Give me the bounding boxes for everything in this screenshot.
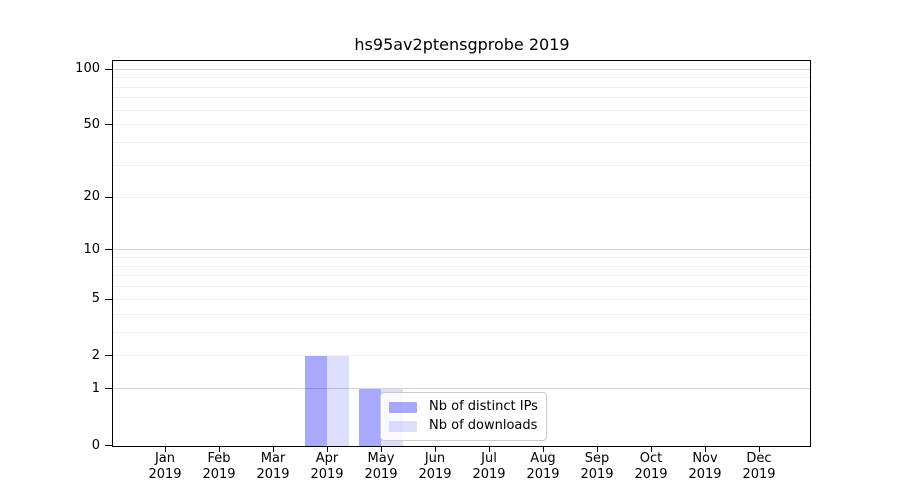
y-tick: [105, 298, 112, 300]
legend-label-distinct-ips: Nb of distinct IPs: [429, 399, 538, 414]
x-tick-label: Apr 2019: [310, 451, 344, 482]
x-tick: [759, 447, 760, 452]
chart-title: hs95av2ptensgprobe 2019: [354, 35, 570, 54]
x-tick-label: May 2019: [364, 451, 398, 482]
plot-area: [112, 60, 811, 447]
minor-gridline: [113, 286, 810, 288]
minor-gridline: [113, 275, 810, 277]
y-tick-label: 2: [91, 347, 100, 363]
minor-gridline: [113, 355, 810, 357]
legend-item-distinct-ips: Nb of distinct IPs: [389, 399, 538, 415]
bar-nb-of-downloads: [327, 355, 349, 446]
minor-gridline: [113, 77, 810, 78]
minor-gridline: [113, 86, 810, 88]
minor-gridline: [113, 164, 810, 166]
y-tick-label: 10: [83, 241, 100, 257]
y-tick: [105, 196, 112, 198]
x-tick: [435, 447, 436, 452]
x-tick: [705, 447, 706, 452]
x-tick-label: Jan 2019: [148, 451, 182, 482]
minor-gridline: [113, 298, 810, 300]
minor-gridline: [113, 124, 810, 126]
y-tick-label: 0: [91, 437, 100, 453]
x-tick: [543, 447, 544, 452]
x-tick: [327, 447, 328, 452]
legend-swatch-downloads: [389, 420, 417, 432]
legend-label-downloads: Nb of downloads: [429, 418, 538, 433]
x-tick-label: Mar 2019: [256, 451, 290, 482]
x-tick: [165, 447, 166, 452]
x-tick-label: Jun 2019: [418, 451, 452, 482]
bar-nb-of-distinct-ips: [305, 355, 327, 446]
x-tick-label: Nov 2019: [688, 451, 722, 482]
y-tick: [105, 249, 112, 251]
y-tick: [105, 68, 112, 70]
x-tick-label: Oct 2019: [634, 451, 668, 482]
x-tick: [273, 447, 274, 452]
major-gridline: [113, 68, 810, 70]
minor-gridline: [113, 109, 810, 111]
y-tick-label: 100: [75, 61, 100, 76]
legend-swatch-distinct-ips: [389, 401, 417, 413]
minor-gridline: [113, 142, 810, 144]
x-tick: [597, 447, 598, 452]
x-tick-label: Sep 2019: [580, 451, 614, 482]
minor-gridline: [113, 265, 810, 267]
minor-gridline: [113, 196, 810, 198]
minor-gridline: [113, 331, 810, 333]
x-tick-label: Jul 2019: [472, 451, 506, 482]
y-tick-label: 1: [91, 380, 100, 396]
x-tick-label: Feb 2019: [202, 451, 236, 482]
y-tick: [105, 355, 112, 357]
x-tick-label: Dec 2019: [742, 451, 776, 482]
x-tick: [381, 447, 382, 452]
y-tick-label: 5: [91, 291, 100, 307]
y-tick: [105, 388, 112, 390]
major-gridline: [113, 388, 810, 390]
y-tick: [105, 445, 112, 446]
legend-item-downloads: Nb of downloads: [389, 418, 538, 434]
minor-gridline: [113, 97, 810, 99]
y-tick: [105, 124, 112, 126]
minor-gridline: [113, 313, 810, 315]
bar-nb-of-distinct-ips: [359, 388, 381, 446]
x-tick: [651, 447, 652, 452]
y-tick-label: 50: [83, 116, 100, 132]
x-tick: [219, 447, 220, 452]
y-tick-label: 20: [83, 189, 100, 205]
major-gridline: [113, 249, 810, 251]
minor-gridline: [113, 257, 810, 259]
legend: Nb of distinct IPs Nb of downloads: [380, 392, 547, 441]
x-tick: [489, 447, 490, 452]
x-tick-label: Aug 2019: [526, 451, 560, 482]
